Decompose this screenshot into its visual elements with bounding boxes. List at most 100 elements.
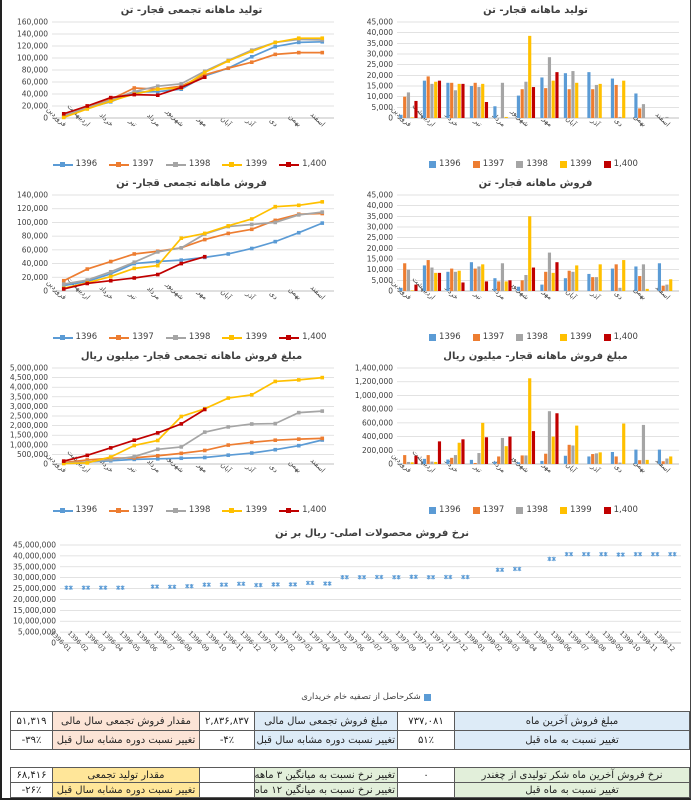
svg-text:2,000,000: 2,000,000 bbox=[10, 421, 48, 430]
legend-swatch-icon bbox=[109, 162, 130, 167]
summary-table-sales: مبلغ فروش آخرین ماه ۷۳۷,۰۸۱ مبلغ فروش تج… bbox=[10, 711, 690, 750]
legend-label: 1398 bbox=[526, 332, 548, 342]
legend-item: 1396 bbox=[429, 331, 461, 344]
svg-text:200,000: 200,000 bbox=[362, 446, 393, 455]
legend-item: 1397 bbox=[472, 504, 505, 517]
chart-legend: 1396 1397 1398 1399 1,400 bbox=[347, 158, 690, 171]
svg-text:4,500,000: 4,500,000 bbox=[10, 373, 48, 382]
svg-text:400,000: 400,000 bbox=[362, 432, 393, 441]
metric-value: ۵۱٪ bbox=[397, 730, 455, 750]
legend-item: 1,400 bbox=[603, 158, 638, 171]
svg-text:دی: دی bbox=[613, 290, 625, 302]
metric-label: تغییر نسبت دوره مشابه سال قبل bbox=[52, 782, 200, 798]
svg-text:500,000: 500,000 bbox=[17, 450, 48, 459]
legend-swatch-icon bbox=[165, 508, 186, 513]
legend-label: 1396 bbox=[439, 332, 461, 342]
svg-text:آبان: آبان bbox=[219, 460, 234, 475]
metric-label: تغییر نسبت دوره مشابه سال قبل bbox=[254, 730, 398, 750]
legend-item: 1397 bbox=[472, 331, 504, 344]
table-row: نرخ فروش آخرین ماه شکر تولیدی از چغندر ۰… bbox=[10, 767, 690, 783]
svg-text:4,000,000: 4,000,000 bbox=[10, 383, 48, 392]
legend-swatch-icon bbox=[52, 335, 73, 340]
metric-label: تغییر نسبت دوره مشابه سال قبل bbox=[52, 730, 200, 750]
svg-text:20,000: 20,000 bbox=[22, 273, 48, 282]
svg-text:1,000,000: 1,000,000 bbox=[10, 440, 48, 449]
legend-label: 1,400 bbox=[302, 159, 327, 169]
svg-text:بهمن: بهمن bbox=[287, 112, 303, 128]
legend-item: 1397 bbox=[109, 331, 154, 344]
svg-text:600,000: 600,000 bbox=[362, 418, 393, 427]
legend-item: 1398 bbox=[516, 158, 548, 171]
svg-text:آذر: آذر bbox=[244, 461, 258, 475]
legend-label: 1396 bbox=[439, 159, 461, 169]
svg-text:دی: دی bbox=[268, 117, 280, 129]
legend-swatch-icon bbox=[109, 335, 130, 340]
metric-value: ۷۳۷,۰۸۱ bbox=[397, 711, 455, 731]
legend-item: 1,400 bbox=[603, 331, 638, 344]
svg-text:40,000,000: 40,000,000 bbox=[13, 551, 56, 560]
svg-text:40,000: 40,000 bbox=[367, 201, 393, 210]
metric-value bbox=[199, 767, 255, 783]
svg-text:دی: دی bbox=[613, 463, 625, 475]
legend-label: 1398 bbox=[526, 505, 548, 515]
legend-label: 1399 bbox=[245, 505, 268, 515]
svg-text:مرداد: مرداد bbox=[145, 112, 162, 129]
legend-label: 1397 bbox=[482, 505, 505, 515]
svg-text:2,500,000: 2,500,000 bbox=[10, 412, 48, 421]
legend-item: 1399 bbox=[559, 331, 592, 344]
svg-text:35,000: 35,000 bbox=[367, 39, 393, 48]
svg-text:0: 0 bbox=[43, 460, 48, 469]
metric-label: تغییر نرخ نسبت به میانگین ۱۲ ماه قبل bbox=[254, 782, 398, 798]
metric-value: ۰ bbox=[397, 767, 455, 783]
chart-plot: 0 20,000 40,000 60,000 80,000 100,000 120,000 1… bbox=[17, 191, 334, 302]
legend-item: 1397 bbox=[109, 158, 154, 171]
legend-item: 1396 bbox=[52, 158, 98, 171]
svg-text:120,000: 120,000 bbox=[17, 204, 48, 213]
svg-text:40,000: 40,000 bbox=[22, 90, 48, 99]
svg-text:3,500,000: 3,500,000 bbox=[10, 392, 48, 401]
metric-value: ۵۱,۳۱۹ bbox=[10, 711, 53, 731]
svg-text:مهر: مهر bbox=[195, 460, 209, 474]
svg-text:مهر: مهر bbox=[195, 114, 209, 128]
svg-text:آذر: آذر bbox=[244, 115, 258, 129]
chart-title: فروش ماهانه تجمعی قجار- تن bbox=[116, 178, 267, 189]
svg-text:خرداد: خرداد bbox=[98, 111, 115, 128]
legend-swatch-icon bbox=[279, 508, 300, 513]
chart-legend: 1396 1397 1398 1399 1,400 bbox=[347, 504, 690, 517]
svg-text:آبان: آبان bbox=[219, 287, 234, 302]
metric-value bbox=[397, 782, 455, 798]
legend-swatch-icon bbox=[52, 508, 73, 513]
svg-text:100,000: 100,000 bbox=[17, 218, 48, 227]
legend-label: 1,400 bbox=[613, 505, 638, 515]
chart-legend: 1396 1397 1398 1399 1,400 bbox=[347, 331, 690, 344]
metric-label: تغییر نسبت به ماه قبل bbox=[454, 782, 690, 798]
legend-swatch-icon bbox=[472, 507, 480, 514]
legend-swatch-icon bbox=[222, 162, 243, 167]
svg-text:20,000: 20,000 bbox=[367, 244, 393, 253]
legend-swatch-icon bbox=[165, 335, 186, 340]
legend-label: 1396 bbox=[75, 159, 98, 169]
legend-item: 1399 bbox=[559, 504, 592, 517]
metric-value: -۲۶٪ bbox=[10, 782, 53, 798]
chart-title: مبلغ فروش ماهانه قجار- میلیون ریال bbox=[443, 351, 628, 362]
legend-swatch-icon bbox=[472, 334, 480, 341]
legend-item: 1396 bbox=[52, 331, 97, 344]
chart-plot: 0500,0001,000,0001,500,0002,000,0002,500… bbox=[10, 364, 334, 475]
metric-label: مبلغ فروش آخرین ماه bbox=[454, 711, 690, 731]
chart-legend: 1396 1397 1398 1399 1,400 bbox=[2, 504, 347, 517]
svg-text:25,000: 25,000 bbox=[367, 233, 393, 242]
legend-swatch-icon bbox=[559, 507, 567, 514]
metric-label: تغییر نرخ نسبت به میانگین ۳ ماهه قبل bbox=[254, 767, 398, 783]
table-row: تغییر نسبت به ماه قبل ۵۱٪ تغییر نسبت دور… bbox=[10, 730, 690, 750]
svg-text:0: 0 bbox=[388, 460, 393, 469]
svg-text:40,000: 40,000 bbox=[367, 28, 393, 37]
svg-text:30,000: 30,000 bbox=[367, 223, 393, 232]
svg-text:0: 0 bbox=[388, 287, 393, 296]
legend-swatch-icon bbox=[222, 508, 243, 513]
legend-label: 1397 bbox=[132, 505, 154, 515]
legend-item: 1398 bbox=[165, 331, 210, 344]
svg-text:35,000,000: 35,000,000 bbox=[13, 562, 56, 571]
metric-label: مقدار فروش تجمعی سال مالی bbox=[52, 711, 200, 731]
legend-swatch-icon bbox=[603, 161, 611, 168]
